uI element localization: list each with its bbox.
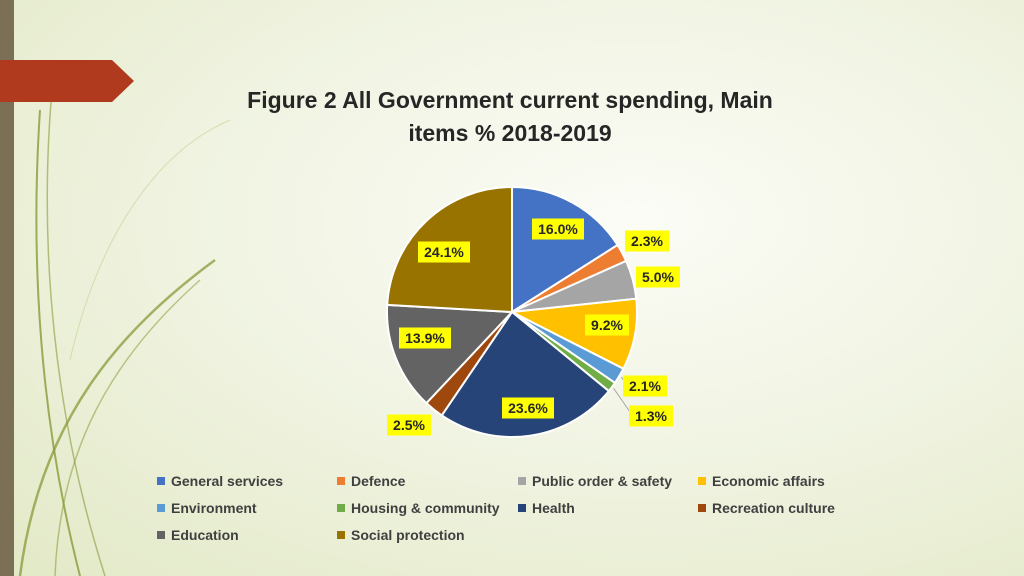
data-label-9: 13.9% (399, 327, 451, 349)
data-label-text: 2.5% (393, 417, 425, 433)
legend-item-6: Housing & community (337, 499, 500, 517)
legend-label: Education (171, 527, 239, 543)
data-label-text: 23.6% (508, 400, 548, 416)
chart-legend: General services Defence Public order & sa… (157, 472, 877, 552)
data-label-box (418, 241, 470, 263)
data-label-5: 2.1% (623, 375, 667, 397)
data-label-box (399, 327, 451, 349)
legend-label: Public order & safety (532, 473, 673, 489)
legend-label: Housing & community (351, 500, 500, 516)
data-label-box (502, 397, 554, 419)
legend-item-2: Defence (337, 472, 405, 490)
legend-label: Health (532, 500, 575, 516)
data-label-box (625, 230, 669, 252)
chart-title-line-1: Figure 2 All Government current spending… (247, 87, 773, 113)
accent-arrow-tab (0, 60, 134, 102)
data-label-box (636, 266, 680, 288)
legend-swatch (157, 504, 165, 512)
data-label-text: 9.2% (591, 317, 623, 333)
pie-slice-7 (440, 310, 611, 438)
data-label-box (532, 218, 584, 240)
legend-item-1: General services (157, 472, 283, 490)
data-label-7: 23.6% (502, 397, 554, 419)
data-label-8: 2.5% (387, 414, 431, 436)
data-label-box (623, 375, 667, 397)
chart-title: Figure 2 All Government current spending… (190, 84, 830, 150)
legend-swatch (337, 531, 345, 539)
legend-swatch (518, 504, 526, 512)
data-label-1: 16.0% (532, 218, 584, 240)
left-accent-bar (0, 0, 14, 576)
legend-swatch (337, 504, 345, 512)
legend-swatch (337, 477, 345, 485)
chart-title-line-2: items % 2018-2019 (408, 120, 612, 146)
legend-item-8: Recreation culture (698, 499, 835, 517)
legend-item-9: Education (157, 526, 239, 544)
data-label-text: 13.9% (405, 330, 445, 346)
legend-swatch (698, 477, 706, 485)
legend-label: Social protection (351, 527, 465, 543)
data-label-text: 2.3% (631, 233, 663, 249)
legend-swatch (698, 504, 706, 512)
data-label-2: 2.3% (625, 230, 669, 252)
legend-label: Recreation culture (712, 500, 835, 516)
data-label-text: 5.0% (642, 269, 674, 285)
leader-line-6 (613, 387, 631, 413)
data-label-box (387, 414, 431, 436)
data-label-3: 5.0% (636, 266, 680, 288)
data-label-10: 24.1% (418, 241, 470, 263)
legend-item-5: Environment (157, 499, 257, 517)
legend-item-3: Public order & safety (518, 472, 672, 490)
legend-label: Environment (171, 500, 257, 516)
legend-item-4: Economic affairs (698, 472, 825, 490)
legend-label: Defence (351, 473, 406, 489)
legend-item-10: Social protection (337, 526, 465, 544)
data-label-box (585, 314, 629, 336)
decorative-swoosh (18, 89, 231, 576)
legend-label: General services (171, 473, 284, 489)
data-label-4: 9.2% (585, 314, 629, 336)
legend-label: Economic affairs (712, 473, 825, 489)
legend-swatch (518, 477, 526, 485)
data-label-text: 24.1% (424, 244, 464, 260)
legend-swatch (157, 531, 165, 539)
data-label-text: 16.0% (538, 221, 578, 237)
data-label-text: 1.3% (635, 408, 667, 424)
data-label-6: 1.3% (629, 405, 673, 427)
data-label-box (629, 405, 673, 427)
legend-item-7: Health (518, 499, 575, 517)
pie-slice-1 (511, 185, 619, 314)
data-label-text: 2.1% (629, 378, 661, 394)
legend-swatch (157, 477, 165, 485)
